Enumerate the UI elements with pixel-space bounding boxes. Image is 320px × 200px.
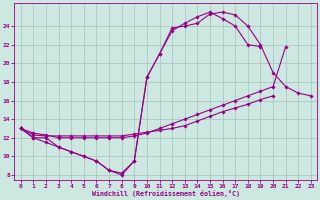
X-axis label: Windchill (Refroidissement éolien,°C): Windchill (Refroidissement éolien,°C)	[92, 190, 240, 197]
